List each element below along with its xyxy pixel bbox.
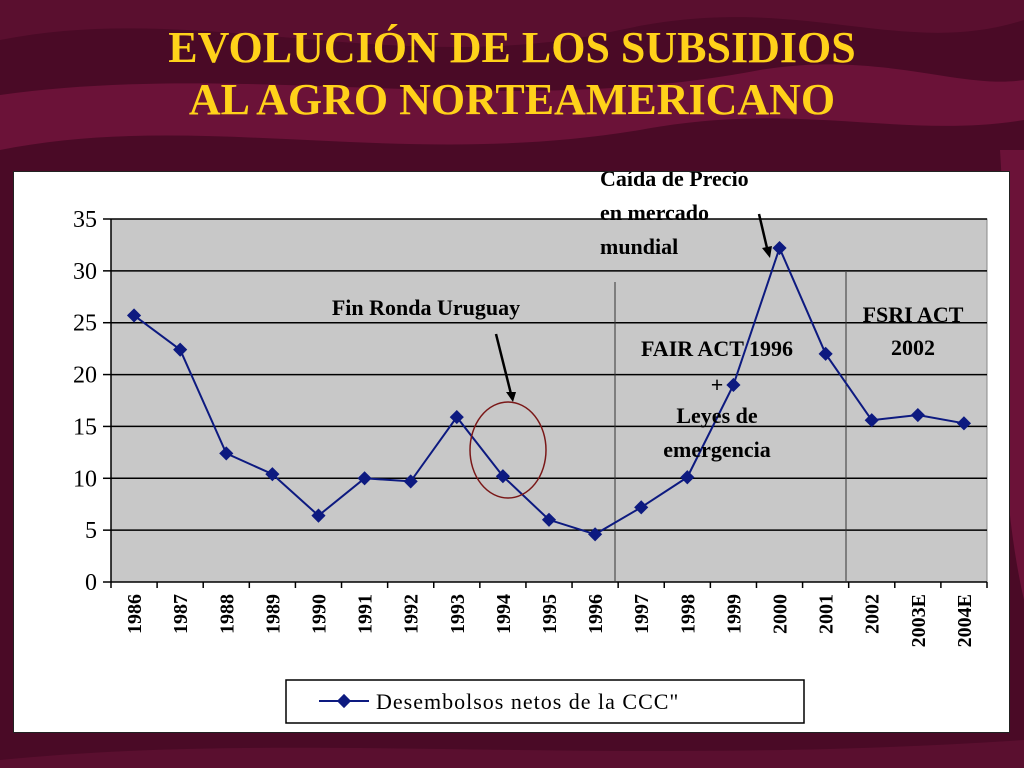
data-point-1991 [357, 471, 372, 486]
annotation-fsri-act-2: 2002 [891, 335, 935, 360]
y-tick-label-0: 0 [85, 570, 97, 596]
annotation-caida-1: Caída de Precio [600, 172, 749, 191]
annotation-caida-2: en mercado [600, 200, 709, 225]
chart-panel: 0 5 10 15 20 25 30 35 1986 1987 1988 1989 1990 1991 1… [13, 166, 1010, 733]
y-tick-label-25: 25 [73, 311, 97, 337]
data-point-1995 [541, 512, 557, 527]
x-tick-label-1987: 1987 [170, 594, 192, 634]
legend-box [285, 679, 805, 724]
arrowhead-fin-ronda [506, 392, 516, 402]
x-axis: 1986 1987 1988 1989 1990 1991 1992 1993 1994 1995… [110, 581, 988, 647]
data-point-1986 [126, 308, 142, 323]
data-point-1996 [588, 527, 603, 542]
x-tick-label-1999: 1999 [723, 594, 745, 634]
plot-area [110, 218, 988, 583]
slide-title: EVOLUCIÓN DE LOS SUBSIDIOS AL AGRO NORTE… [0, 22, 1024, 126]
x-tick-label-1986: 1986 [124, 594, 146, 634]
highlight-circle [469, 401, 547, 499]
arrowhead-caida [762, 246, 772, 258]
x-tick-label-1995: 1995 [539, 594, 561, 634]
data-point-1992 [403, 474, 418, 489]
x-tick-label-1997: 1997 [631, 594, 653, 634]
x-tick-label-1989: 1989 [262, 594, 284, 634]
data-point-1993 [449, 410, 464, 425]
annotation-caida-3: mundial [600, 234, 678, 259]
data-point-1988 [219, 446, 234, 461]
legend-label: Desembolsos netos de la CCC" [376, 689, 679, 714]
data-point-2002 [864, 413, 879, 428]
x-tick-label-2000: 2000 [770, 594, 792, 634]
x-tick-label-1994: 1994 [493, 594, 515, 634]
annotation-fair-act-2: + [711, 372, 724, 397]
data-point-1999 [726, 377, 741, 393]
x-tick-label-2003E: 2003E [908, 594, 930, 647]
data-point-1994 [495, 469, 510, 484]
data-point-2001 [818, 346, 833, 361]
arrow-fin-ronda [494, 333, 513, 395]
arrow-caida [757, 213, 769, 249]
x-tick-label-2004E: 2004E [954, 594, 976, 647]
annotation-fair-act-1: FAIR ACT 1996 [641, 336, 793, 361]
data-point-1990 [311, 508, 326, 523]
annotation-fair-act-4: emergencia [663, 437, 771, 462]
y-tick-label-5: 5 [85, 518, 97, 544]
data-point-2000 [772, 240, 787, 256]
x-tick-label-1998: 1998 [677, 594, 699, 634]
series-ccc [126, 240, 972, 542]
title-line-1: EVOLUCIÓN DE LOS SUBSIDIOS [168, 23, 856, 72]
annotation-fin-ronda: Fin Ronda Uruguay [332, 295, 520, 320]
y-tick-label-30: 30 [73, 259, 97, 285]
y-tick-label-20: 20 [73, 363, 97, 389]
annotation-fsri-act-1: FSRI ACT [863, 302, 964, 327]
y-tick-label-35: 35 [73, 207, 97, 233]
y-tick-label-10: 10 [73, 466, 97, 492]
data-point-1997 [634, 500, 649, 515]
data-point-2003E [910, 407, 925, 423]
annotation-fair-act-3: Leyes de [676, 403, 758, 428]
x-tick-label-1990: 1990 [308, 594, 330, 634]
x-tick-label-1996: 1996 [585, 594, 607, 634]
x-tick-label-1993: 1993 [447, 594, 469, 634]
x-tick-label-1991: 1991 [355, 594, 377, 634]
x-tick-label-1992: 1992 [401, 594, 423, 634]
data-point-1998 [680, 470, 695, 485]
data-point-2004E [956, 416, 972, 431]
x-tick-label-2001: 2001 [816, 594, 838, 634]
title-line-2: AL AGRO NORTEAMERICANO [188, 75, 836, 124]
y-axis: 0 5 10 15 20 25 30 35 [73, 207, 112, 596]
legend-marker [336, 693, 352, 709]
y-tick-label-15: 15 [73, 414, 97, 440]
x-tick-label-2002: 2002 [862, 594, 884, 634]
data-point-1987 [173, 342, 188, 357]
x-tick-label-1988: 1988 [216, 594, 238, 634]
